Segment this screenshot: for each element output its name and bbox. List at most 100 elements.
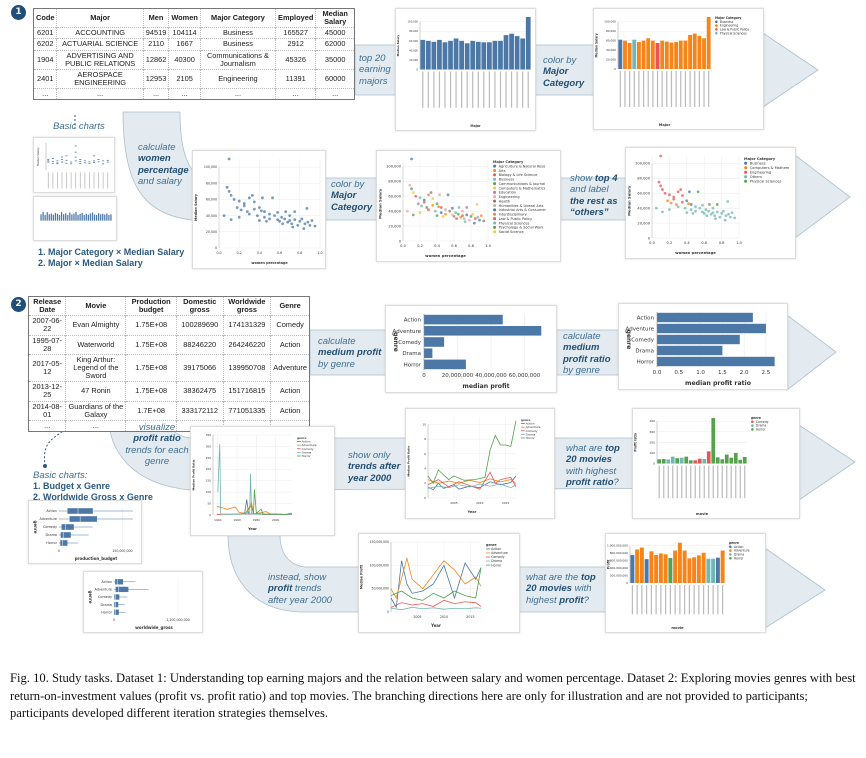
scatter-point bbox=[268, 217, 271, 221]
scatter-point bbox=[306, 220, 310, 224]
y-tick-label: Comedy bbox=[43, 525, 57, 529]
column-header: Women bbox=[168, 8, 201, 28]
scatter-point bbox=[288, 214, 292, 218]
x-tick-label bbox=[619, 71, 621, 107]
y-tick-label: 100,000 bbox=[635, 162, 651, 166]
series-line bbox=[427, 483, 517, 489]
scatter-point bbox=[433, 209, 437, 213]
scatter-point bbox=[298, 219, 302, 223]
scatter-point bbox=[427, 193, 430, 197]
bar bbox=[492, 40, 498, 70]
x-tick-label: 0.5 bbox=[674, 370, 683, 376]
basic-charts-label-2: Basic charts: bbox=[33, 470, 88, 481]
y-tick-label: Adventure bbox=[393, 329, 422, 335]
strip-tick bbox=[56, 162, 59, 164]
series-line bbox=[390, 567, 482, 601]
scatter-point bbox=[681, 194, 684, 197]
bar bbox=[85, 213, 87, 221]
scatter-point bbox=[654, 206, 658, 210]
bar bbox=[110, 214, 112, 221]
x-tick-label bbox=[636, 585, 638, 615]
bar bbox=[67, 214, 69, 221]
x-tick-label bbox=[722, 585, 724, 615]
scatter-point bbox=[313, 224, 317, 228]
bar bbox=[663, 554, 668, 583]
column-header: Major bbox=[56, 8, 144, 28]
chart-svg: 0 2 4 6 8 10 Median Profit Ratio 2005 2010 2015 Ye… bbox=[406, 417, 541, 514]
x-tick-label bbox=[449, 71, 452, 108]
bar bbox=[697, 458, 702, 464]
y-tick-label: 800,000,000 bbox=[610, 551, 628, 555]
x-tick-label bbox=[689, 71, 691, 107]
scatter-point bbox=[446, 193, 450, 197]
x-axis-title: movie bbox=[696, 512, 709, 516]
x-tick-label bbox=[461, 71, 463, 108]
scatter-point bbox=[679, 188, 683, 191]
y-tick-label: Adventure bbox=[94, 588, 112, 592]
bar bbox=[724, 454, 729, 464]
bar bbox=[702, 38, 706, 69]
legend-swatch bbox=[493, 204, 497, 207]
bar bbox=[525, 17, 531, 70]
y-tick-label: 100,000 bbox=[407, 20, 418, 24]
x-tick-label bbox=[89, 172, 90, 189]
x-tick-label bbox=[672, 465, 674, 499]
box bbox=[60, 540, 68, 546]
bar bbox=[650, 40, 655, 69]
scatter-point bbox=[265, 219, 268, 223]
table-cell: 139950708 bbox=[223, 353, 272, 382]
x-tick-label bbox=[698, 71, 700, 107]
chart-svg: 0 20,000 40,000 60,000 80,000 100,000 Median S… bbox=[194, 157, 323, 265]
legend-swatch bbox=[715, 31, 718, 35]
legend-label: Health bbox=[499, 199, 511, 203]
scatter-point bbox=[476, 215, 480, 219]
scatter-point bbox=[291, 225, 295, 229]
scatter-point bbox=[296, 223, 300, 227]
bar bbox=[424, 348, 433, 358]
strip-tick bbox=[47, 159, 50, 160]
table-cell: 62000 bbox=[315, 38, 355, 51]
legend-label: Psychology & Social Work bbox=[499, 226, 545, 230]
x-tick-label: 0.2 bbox=[237, 251, 242, 255]
bar bbox=[50, 213, 52, 221]
x-tick-label bbox=[667, 465, 669, 499]
legend-title: genre bbox=[729, 541, 739, 545]
table-cell: Action bbox=[270, 334, 310, 355]
series-line bbox=[390, 560, 482, 609]
legend-label: Horror bbox=[491, 563, 502, 567]
bar bbox=[706, 558, 711, 583]
basic-charts-list-1: 1. Major Category × Median Salary 2. Majo… bbox=[38, 247, 185, 269]
scatter-point bbox=[456, 212, 460, 216]
panel-1-badge: 1 bbox=[11, 5, 26, 20]
scatter-point bbox=[439, 211, 443, 215]
bar bbox=[77, 214, 79, 221]
scatter-point bbox=[461, 214, 464, 218]
x-tick-label bbox=[472, 71, 474, 108]
step-color-category-1: color by Major Category bbox=[543, 55, 585, 89]
step-median-profit-ratio: calculate medium profit ratio by genre bbox=[563, 331, 611, 377]
bar bbox=[514, 36, 520, 70]
scatter-point bbox=[222, 214, 226, 218]
x-tick-label bbox=[708, 465, 710, 499]
x-tick-label bbox=[455, 71, 457, 108]
legend-swatch bbox=[715, 24, 718, 27]
legend-swatch bbox=[493, 164, 497, 168]
y-tick-label: Horror bbox=[46, 541, 57, 545]
x-tick-label bbox=[66, 172, 67, 189]
bar bbox=[95, 214, 98, 221]
legend-label: Industrial Arts & Consumer bbox=[499, 208, 547, 212]
legend-label: Action bbox=[491, 547, 501, 551]
strip-tick bbox=[74, 156, 77, 158]
series-line bbox=[390, 556, 482, 600]
scatter-point bbox=[418, 196, 422, 200]
x-tick-label bbox=[703, 71, 705, 107]
scatter-point bbox=[727, 212, 730, 216]
strip-tick bbox=[93, 155, 95, 157]
bar bbox=[442, 42, 448, 70]
chart-svg: 0 20,000 40,000 60,000 80,000 100,000 Median S… bbox=[626, 154, 790, 255]
legend-label: Horror bbox=[526, 436, 536, 440]
legend-label: Computers & Mathematics bbox=[499, 186, 546, 190]
scatter-point bbox=[260, 209, 263, 213]
bar bbox=[655, 43, 660, 69]
bar bbox=[52, 214, 54, 221]
